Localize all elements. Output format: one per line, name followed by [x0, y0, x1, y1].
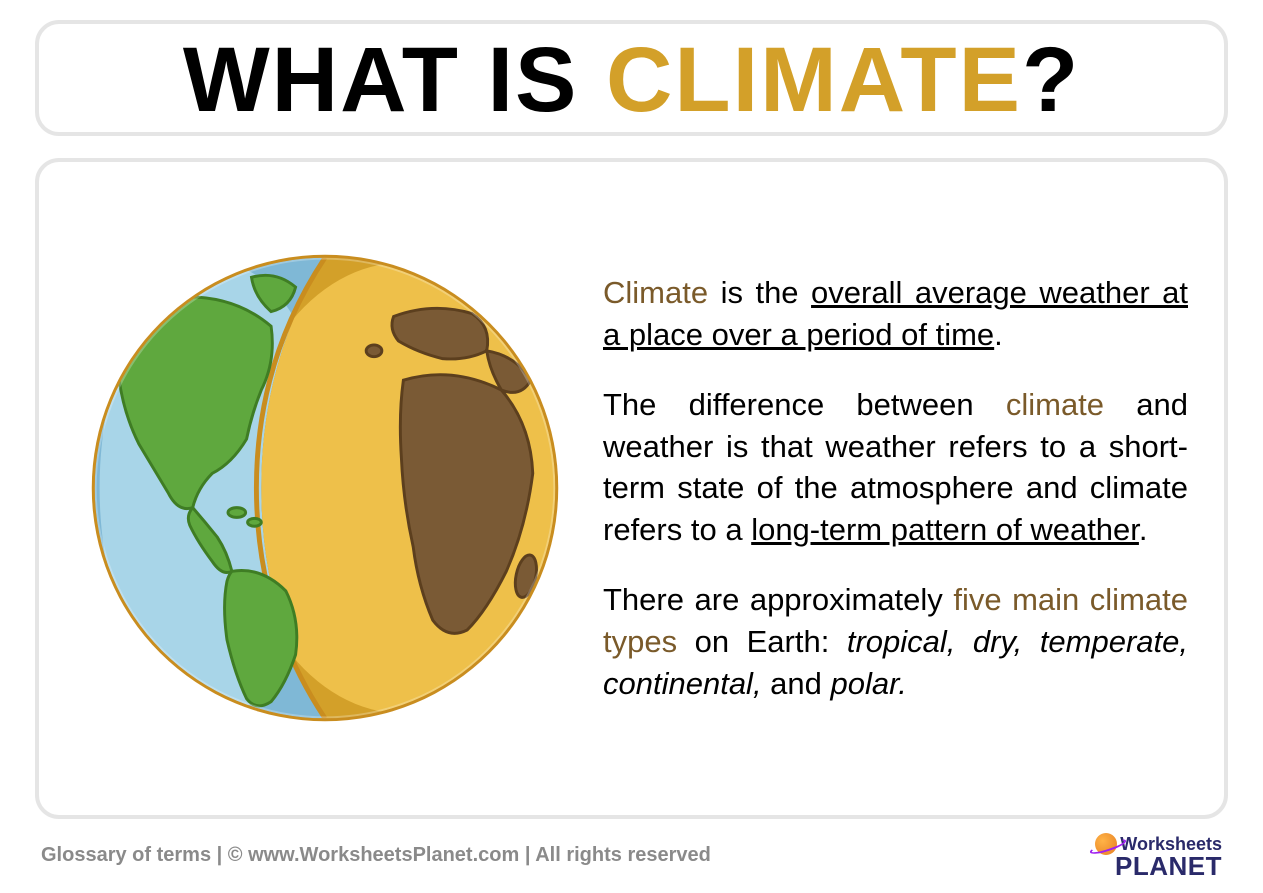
- definition-text: Climate is the overall average weather a…: [603, 272, 1188, 705]
- keyword-climate: Climate: [603, 275, 708, 310]
- italic-types-2: polar.: [831, 666, 907, 701]
- underline-longterm: long-term pattern of weather: [751, 512, 1139, 547]
- title-accent: CLIMATE: [606, 29, 1022, 131]
- globe-illustration: [75, 243, 575, 733]
- planet-icon: [1095, 833, 1117, 855]
- page-title: WHAT IS CLIMATE?: [69, 34, 1194, 126]
- globe-icon: [80, 243, 570, 733]
- title-box: WHAT IS CLIMATE?: [35, 20, 1228, 136]
- title-part2: ?: [1022, 29, 1080, 131]
- brand-logo: Worksheets PLANET: [1095, 833, 1222, 878]
- paragraph-1: Climate is the overall average weather a…: [603, 272, 1188, 356]
- keyword-climate-2: climate: [1006, 387, 1104, 422]
- logo-bottom-line: PLANET: [1115, 855, 1222, 878]
- paragraph-2: The difference between climate and weath…: [603, 384, 1188, 551]
- footer: Glossary of terms | © www.WorksheetsPlan…: [35, 833, 1228, 878]
- content-box: Climate is the overall average weather a…: [35, 158, 1228, 819]
- paragraph-3: There are approximately five main climat…: [603, 579, 1188, 705]
- title-part1: WHAT IS: [183, 29, 606, 131]
- footer-text: Glossary of terms | © www.WorksheetsPlan…: [41, 844, 711, 867]
